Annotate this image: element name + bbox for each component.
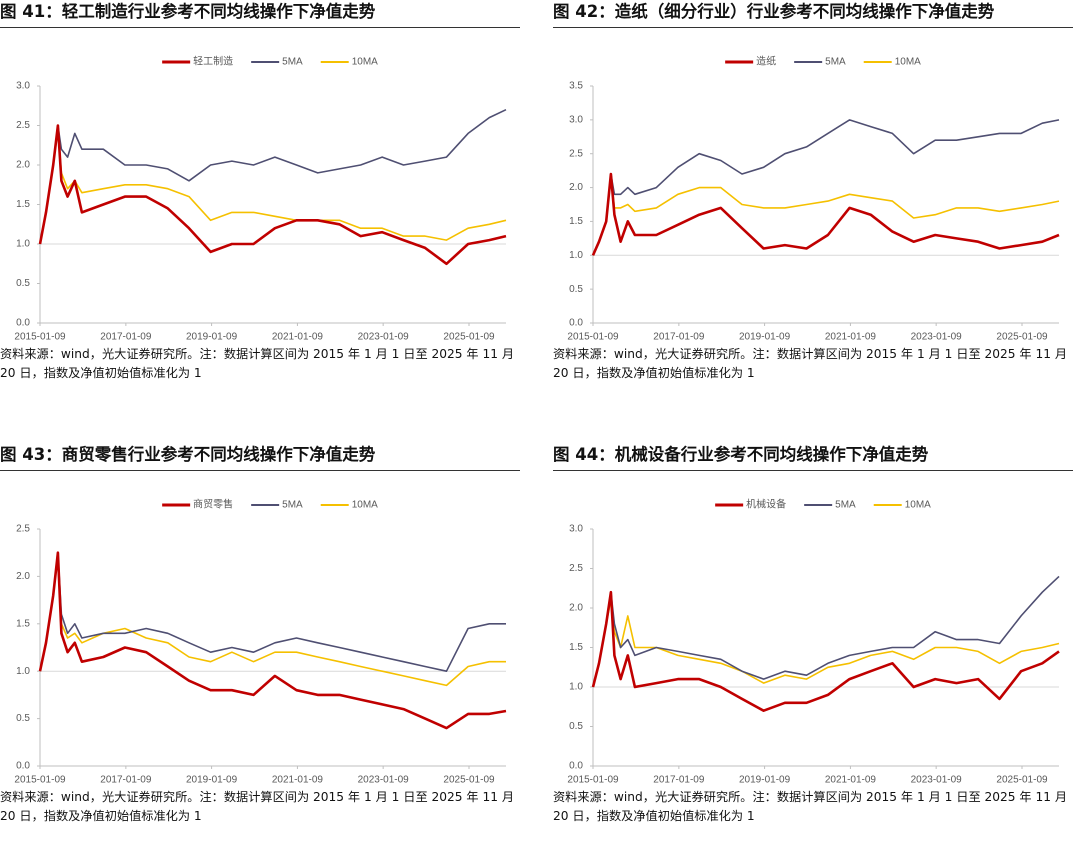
y-tick-label: 0.0: [16, 761, 30, 772]
y-tick-label: 2.0: [569, 603, 583, 614]
x-tick-label: 2025-01-09: [996, 775, 1048, 786]
x-tick-label: 2019-01-09: [186, 332, 238, 343]
y-tick-label: 3.0: [16, 81, 30, 92]
x-tick-label: 2023-01-09: [358, 775, 410, 786]
x-tick-label: 2021-01-09: [272, 775, 324, 786]
x-tick-label: 2021-01-09: [825, 332, 877, 343]
x-tick-label: 2017-01-09: [100, 332, 152, 343]
chart-title: 图 41：轻工制造行业参考不同均线操作下净值走势: [0, 0, 520, 28]
y-tick-label: 0.5: [569, 721, 583, 732]
series-line: [39, 128, 507, 245]
x-tick-label: 2019-01-09: [739, 775, 791, 786]
chart-title: 图 42：造纸（细分行业）行业参考不同均线操作下净值走势: [553, 0, 1073, 28]
legend-label: 5MA: [282, 500, 303, 511]
y-tick-label: 1.5: [569, 642, 583, 653]
chart-panel: 0.0 0.5 1.0 1.5 2.0 2.5 3.0 2015-01-09 2017-01-0…: [553, 443, 1073, 843]
series-line: [591, 590, 1060, 712]
x-tick-label: 2019-01-09: [186, 775, 238, 786]
legend-label: 商贸零售: [193, 498, 233, 511]
y-tick-label: 2.5: [569, 563, 583, 574]
y-tick-label: 0.0: [16, 318, 30, 329]
legend-label: 造纸: [756, 55, 776, 68]
source-note: 资料来源：wind，光大证券研究所。注：数据计算区间为 2015 年 1 月 1…: [0, 790, 515, 823]
x-tick-label: 2017-01-09: [100, 775, 152, 786]
y-tick-label: 0.5: [569, 284, 583, 295]
y-tick-label: 1.0: [569, 682, 583, 693]
x-tick-label: 2017-01-09: [653, 775, 705, 786]
x-tick-label: 2021-01-09: [272, 332, 324, 343]
legend-label: 5MA: [825, 57, 846, 68]
series-line: [592, 119, 1060, 256]
chart: 0.0 0.5 1.0 1.5 2.0 2.5 3.0 3.5 2015-01-09 2017-0…: [567, 55, 1060, 343]
y-tick-label: 2.0: [16, 571, 30, 582]
y-tick-label: 1.0: [569, 250, 583, 261]
x-tick-label: 2023-01-09: [911, 775, 963, 786]
y-tick-label: 1.5: [569, 216, 583, 227]
series-line: [39, 551, 506, 687]
chart: 0.0 0.5 1.0 1.5 2.0 2.5 3.0 2015-01-09 2017-01-0…: [14, 55, 507, 343]
x-tick-label: 2017-01-09: [653, 332, 705, 343]
series-line: [39, 551, 506, 672]
x-tick-label: 2023-01-09: [358, 332, 410, 343]
x-tick-label: 2025-01-09: [443, 332, 495, 343]
x-tick-label: 2023-01-09: [911, 332, 963, 343]
y-tick-label: 1.0: [16, 239, 30, 250]
x-tick-label: 2015-01-09: [567, 775, 619, 786]
y-tick-label: 1.5: [16, 199, 30, 210]
x-tick-label: 2015-01-09: [567, 332, 619, 343]
chart-panel: 0.0 0.5 1.0 1.5 2.0 2.5 2015-01-09 2017-01-09 20…: [0, 443, 520, 843]
series-line: [591, 172, 1060, 256]
y-tick-label: 0.5: [16, 278, 30, 289]
y-tick-label: 2.0: [569, 182, 583, 193]
legend-label: 10MA: [352, 500, 378, 511]
chart: 0.0 0.5 1.0 1.5 2.0 2.5 2015-01-09 2017-01-09 20…: [14, 498, 507, 786]
legend-label: 10MA: [895, 57, 921, 68]
y-tick-label: 2.0: [16, 160, 30, 171]
y-tick-label: 0.0: [569, 318, 583, 329]
x-tick-label: 2025-01-09: [443, 775, 495, 786]
legend-label: 5MA: [282, 57, 303, 68]
chart-title: 图 43：商贸零售行业参考不同均线操作下净值走势: [0, 443, 520, 471]
y-tick-label: 3.5: [569, 81, 583, 92]
y-tick-label: 0.5: [16, 713, 30, 724]
series-line: [38, 124, 507, 266]
legend-label: 机械设备: [746, 498, 786, 511]
series-line: [38, 551, 507, 730]
x-tick-label: 2015-01-09: [14, 775, 66, 786]
series-line: [39, 108, 507, 245]
legend-label: 10MA: [905, 500, 931, 511]
series-line: [592, 173, 1060, 256]
y-tick-label: 1.0: [16, 666, 30, 677]
chart-panel: 0.0 0.5 1.0 1.5 2.0 2.5 3.0 2015-01-09 2017-01-0…: [0, 0, 520, 400]
y-tick-label: 1.5: [16, 618, 30, 629]
chart: 0.0 0.5 1.0 1.5 2.0 2.5 3.0 2015-01-09 2017-01-0…: [567, 498, 1060, 786]
x-tick-label: 2019-01-09: [739, 332, 791, 343]
x-tick-label: 2015-01-09: [14, 332, 66, 343]
y-tick-label: 0.0: [569, 761, 583, 772]
x-tick-label: 2021-01-09: [825, 775, 877, 786]
y-tick-label: 3.0: [569, 524, 583, 535]
y-tick-label: 2.5: [16, 524, 30, 535]
y-tick-label: 2.5: [16, 120, 30, 131]
chart-title: 图 44：机械设备行业参考不同均线操作下净值走势: [553, 443, 1073, 471]
source-note: 资料来源：wind，光大证券研究所。注：数据计算区间为 2015 年 1 月 1…: [553, 790, 1068, 823]
source-note: 资料来源：wind，光大证券研究所。注：数据计算区间为 2015 年 1 月 1…: [553, 347, 1068, 380]
legend-label: 10MA: [352, 57, 378, 68]
legend-label: 5MA: [835, 500, 856, 511]
series-line: [592, 599, 1060, 688]
y-tick-label: 3.0: [569, 114, 583, 125]
y-tick-label: 2.5: [569, 148, 583, 159]
x-tick-label: 2025-01-09: [996, 332, 1048, 343]
legend-label: 轻工制造: [193, 55, 233, 68]
series-line: [592, 575, 1060, 688]
source-note: 资料来源：wind，光大证券研究所。注：数据计算区间为 2015 年 1 月 1…: [0, 347, 515, 380]
chart-panel: 0.0 0.5 1.0 1.5 2.0 2.5 3.0 3.5 2015-01-09 2017-0…: [553, 0, 1073, 400]
